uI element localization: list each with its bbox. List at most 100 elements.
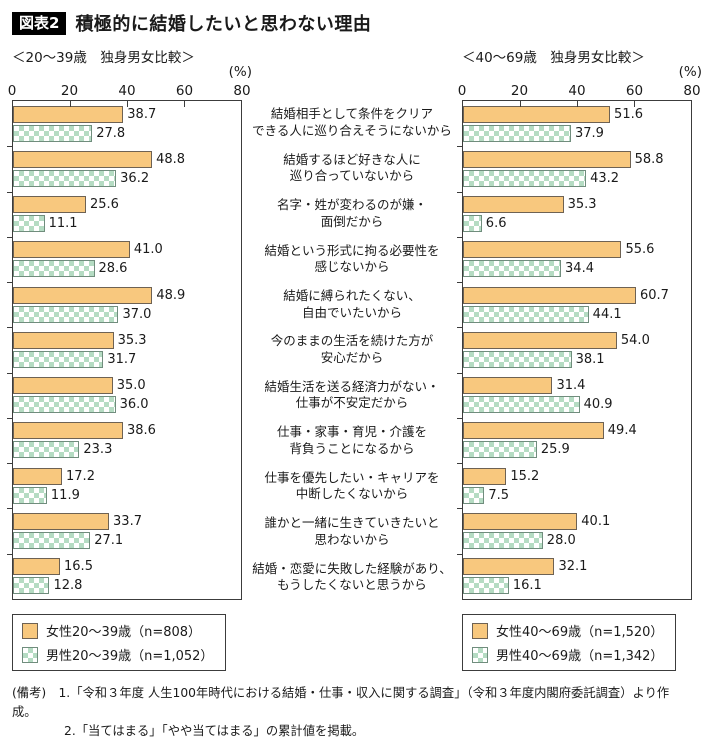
bar-group: 25.6 11.1 <box>13 192 241 237</box>
bar-female <box>463 467 507 485</box>
bar-female <box>13 331 114 349</box>
bar-male <box>463 124 571 142</box>
group-separator-tick <box>7 508 13 510</box>
bar-row-male: 38.1 <box>463 350 691 368</box>
bar-row-female: 41.0 <box>13 241 241 259</box>
bar-row-male: 40.9 <box>463 396 691 414</box>
subtitle-right: ＜40～69歳 独身男女比較＞ <box>462 50 645 66</box>
bar-female <box>463 150 631 168</box>
bar-male <box>13 350 104 368</box>
bar-row-male: 27.1 <box>13 532 241 550</box>
figure-number-badge: 図表2 <box>12 11 67 35</box>
bar-female <box>463 286 636 304</box>
bar-value: 40.9 <box>583 397 613 413</box>
legend-swatch-male <box>472 646 488 663</box>
bar-row-male: 28.0 <box>463 532 691 550</box>
bar-value: 32.1 <box>558 559 588 575</box>
bar-row-male: 11.9 <box>13 486 241 504</box>
bar-row-male: 37.0 <box>13 305 241 323</box>
group-separator-tick <box>457 372 463 374</box>
axis-tick <box>520 101 521 107</box>
footnote-2: 2.「当てはまる」「やや当てはまる」の累計値を掲載。 <box>64 724 365 739</box>
bar-value: 54.0 <box>620 332 650 348</box>
charts-row: (%) 0 20 40 60 80 38.7 27.8 48.8 36.2 25.6 11.1 41.… <box>7 64 702 600</box>
bar-male <box>463 486 485 504</box>
bar-female <box>13 286 153 304</box>
bar-row-male: 44.1 <box>463 305 691 323</box>
bar-group: 41.0 28.6 <box>13 237 241 282</box>
bar-row-female: 17.2 <box>13 467 241 485</box>
plot-area-left: 38.7 27.8 48.8 36.2 25.6 11.1 41.0 28.6 48.9 37.0… <box>7 100 242 600</box>
bar-value: 28.6 <box>98 261 128 277</box>
bar-female <box>463 513 578 531</box>
bar-female <box>13 196 86 214</box>
bar-row-female: 32.1 <box>463 558 691 576</box>
group-separator-tick <box>7 327 13 329</box>
group-separator-tick <box>457 508 463 510</box>
bar-male <box>13 577 50 595</box>
bar-male <box>13 441 80 459</box>
legend-label: 女性20～39歳（n=808） <box>46 625 202 640</box>
bar-female <box>13 467 63 485</box>
bar-row-female: 48.8 <box>13 150 241 168</box>
bar-value: 58.8 <box>634 151 664 167</box>
bar-row-male: 31.7 <box>13 350 241 368</box>
bar-group: 15.2 7.5 <box>463 463 691 508</box>
bar-row-female: 38.6 <box>13 422 241 440</box>
group-separator-tick <box>7 191 13 193</box>
legend-item: 女性20～39歳（n=808） <box>22 621 213 640</box>
bar-group: 38.7 27.8 <box>13 101 241 146</box>
bar-value: 17.2 <box>66 468 95 484</box>
bar-row-male: 6.6 <box>463 215 691 233</box>
group-separator-tick <box>457 417 463 419</box>
legend-item: 男性40～69歳（n=1,342） <box>472 645 663 664</box>
group-separator-tick <box>7 463 13 465</box>
bar-male <box>463 305 589 323</box>
bar-male <box>13 486 47 504</box>
bar-value: 25.6 <box>89 197 119 213</box>
bar-group: 16.5 12.8 <box>13 554 241 599</box>
bar-row-female: 33.7 <box>13 513 241 531</box>
axis-tick-label: 40 <box>118 83 136 99</box>
group-separator-tick <box>7 372 13 374</box>
bar-value: 40.1 <box>581 514 611 530</box>
bar-value: 60.7 <box>639 287 669 303</box>
bar-value: 33.7 <box>113 514 142 530</box>
axis-tick-label: 80 <box>233 83 251 99</box>
bar-male <box>463 441 537 459</box>
bar-female <box>13 422 123 440</box>
footnotes: (備考) 1.「令和３年度 人生100年時代における結婚・仕事・収入に関する調査… <box>12 684 692 741</box>
legend-cell-right: 女性40～69歳（n=1,520） 男性40～69歳（n=1,342） <box>462 614 692 671</box>
axis-tick-label: 80 <box>683 83 701 99</box>
bar-row-female: 35.0 <box>13 377 241 395</box>
bar-group: 49.4 25.9 <box>463 418 691 463</box>
bar-row-male: 7.5 <box>463 486 691 504</box>
bar-value: 27.1 <box>94 533 124 549</box>
x-axis-left: (%) 0 20 40 60 80 <box>8 64 252 100</box>
bar-value: 31.7 <box>107 351 137 367</box>
bar-row-female: 48.9 <box>13 286 241 304</box>
bar-male <box>463 396 580 414</box>
bar-value: 38.6 <box>127 423 156 439</box>
page-title: 積極的に結婚したいと思わない理由 <box>75 14 372 35</box>
group-separator-tick <box>457 282 463 284</box>
bar-male <box>463 260 562 278</box>
group-separator-tick <box>457 553 463 555</box>
axis-tick-label: 0 <box>7 83 17 99</box>
legend-left: 女性20～39歳（n=808） 男性20～39歳（n=1,052） <box>12 614 227 671</box>
bar-row-male: 27.8 <box>13 124 241 142</box>
bar-row-male: 12.8 <box>13 577 241 595</box>
category-label: 結婚相手として条件をクリア できる人に巡り合えそうにないから <box>252 106 452 138</box>
bar-row-female: 35.3 <box>13 331 241 349</box>
subtitle-left: ＜20～39歳 独身男女比較＞ <box>12 50 195 66</box>
axis-tick-label: 60 <box>175 83 194 99</box>
bar-row-female: 15.2 <box>463 467 691 485</box>
bar-female <box>463 196 564 214</box>
bar-value: 7.5 <box>488 487 510 503</box>
bar-row-female: 38.7 <box>13 105 241 123</box>
bar-group: 35.3 31.7 <box>13 327 241 372</box>
bar-female <box>13 377 113 395</box>
axis-tick <box>70 101 71 107</box>
bar-value: 28.0 <box>546 533 576 549</box>
bar-group: 54.0 38.1 <box>463 327 691 372</box>
